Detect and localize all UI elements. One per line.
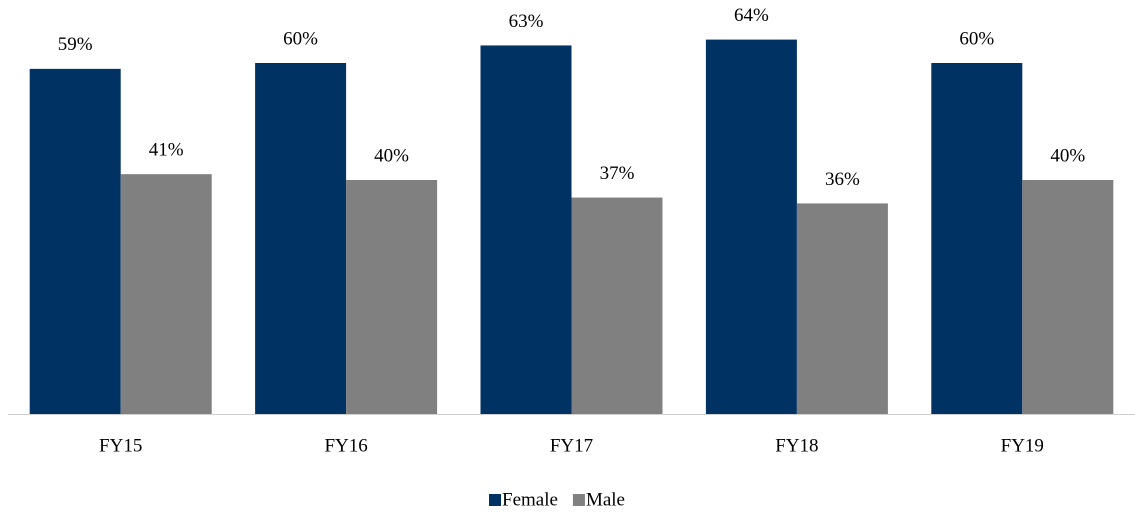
legend-swatch [489, 494, 501, 506]
bar [705, 39, 797, 414]
bar [1022, 180, 1114, 414]
data-label: 40% [374, 145, 409, 166]
bar [796, 203, 888, 414]
bar [480, 45, 572, 414]
data-label: 40% [1050, 145, 1085, 166]
bar [120, 174, 212, 414]
legend-swatch [572, 494, 585, 506]
legend-label: Male [586, 489, 625, 510]
bar [571, 197, 663, 414]
x-tick-label: FY15 [99, 435, 142, 456]
x-tick-label: FY18 [775, 435, 818, 456]
bar [255, 63, 347, 414]
legend-label: Female [502, 489, 558, 510]
data-label: 37% [600, 163, 635, 184]
x-tick-label: FY19 [1001, 435, 1044, 456]
bar [931, 63, 1023, 414]
x-tick-label: FY16 [324, 435, 367, 456]
bar [29, 68, 121, 414]
data-label: 60% [283, 28, 318, 49]
data-label: 60% [959, 28, 994, 49]
bar [346, 180, 438, 414]
data-label: 41% [149, 140, 184, 161]
data-label: 36% [825, 169, 860, 190]
data-label: 63% [509, 11, 544, 32]
data-label: 64% [734, 5, 769, 26]
x-tick-label: FY17 [550, 435, 593, 456]
data-label: 59% [58, 34, 93, 55]
